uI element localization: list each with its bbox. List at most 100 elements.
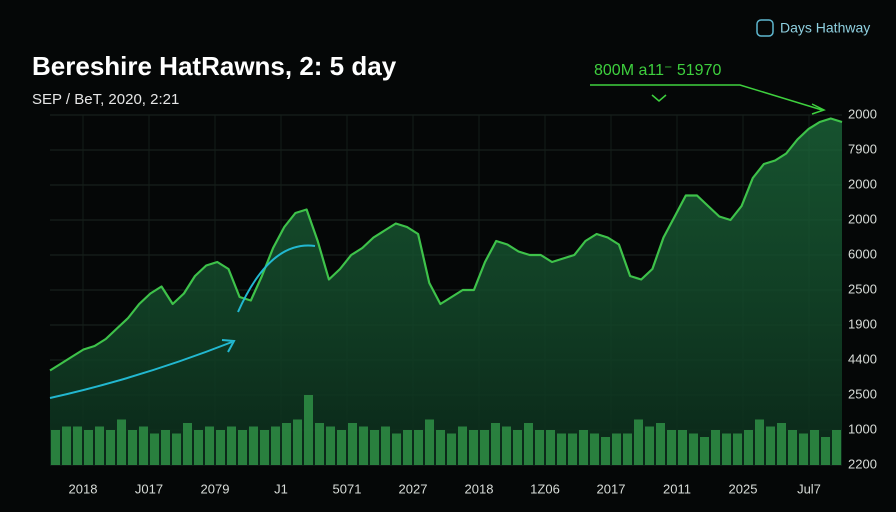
volume-bar: [194, 430, 203, 465]
x-tick-label: J017: [135, 481, 163, 496]
volume-bar: [106, 430, 115, 465]
volume-bar: [480, 430, 489, 465]
volume-bar: [73, 426, 82, 465]
volume-bar: [315, 423, 324, 465]
volume-bar: [51, 430, 60, 465]
volume-bar: [150, 433, 159, 465]
volume-bar: [183, 423, 192, 465]
plot: 2000 7900 2000 2000 6000 2500 1900 4400 2500 1000…: [49, 106, 877, 496]
y-tick-label: 2200: [848, 456, 877, 471]
volume-bar: [139, 426, 148, 465]
trend-arrowhead: [221, 339, 236, 353]
volume-bar: [766, 426, 775, 465]
x-tick-label: 1Z06: [530, 481, 560, 496]
x-tick-label: 2025: [729, 481, 758, 496]
volume-bar: [458, 426, 467, 465]
x-tick-label: 2018: [69, 481, 98, 496]
volume-bar: [788, 430, 797, 465]
volume-bar: [216, 430, 225, 465]
y-tick-label: 2000: [848, 106, 877, 121]
volume-bar: [282, 423, 291, 465]
annotation-chevron: [651, 94, 667, 102]
volume-bar: [590, 433, 599, 465]
volume-bar: [799, 433, 808, 465]
volume-bar: [425, 419, 434, 465]
volume-bar: [469, 430, 478, 465]
brand-icon: [756, 19, 774, 37]
volume-bar: [579, 430, 588, 465]
volume-bar: [271, 426, 280, 465]
volume-bar: [568, 433, 577, 465]
volume-bar: [403, 430, 412, 465]
y-tick-label: 2500: [848, 281, 877, 296]
brand: Days Hathway: [780, 20, 870, 36]
volume-bar: [205, 426, 214, 465]
volume-bar: [326, 426, 335, 465]
y-tick-label: 7900: [848, 141, 877, 156]
volume-bar: [227, 426, 236, 465]
annotation-arrowhead: [811, 103, 826, 115]
volume-bar: [238, 430, 247, 465]
volume-bar: [348, 423, 357, 465]
volume-bar: [502, 426, 511, 465]
y-tick-label: 6000: [848, 246, 877, 261]
volume-bar: [304, 395, 313, 465]
volume-bar: [755, 419, 764, 465]
volume-bar: [117, 419, 126, 465]
volume-bar: [293, 419, 302, 465]
volume-bar: [623, 433, 632, 465]
x-tick-label: 2027: [399, 481, 428, 496]
volume-bar: [359, 426, 368, 465]
trend-arrow: [49, 341, 233, 399]
volume-bar: [370, 430, 379, 465]
volume-bar: [381, 426, 390, 465]
volume-bar: [491, 423, 500, 465]
volume-bar: [546, 430, 555, 465]
volume-bar: [711, 430, 720, 465]
volume-bar: [436, 430, 445, 465]
volume-bar: [260, 430, 269, 465]
annotation: 800M a11⁻ 51970: [594, 62, 721, 79]
volume-bar: [557, 433, 566, 465]
x-tick-label: J1: [274, 481, 288, 496]
price-area: [50, 118, 842, 465]
volume-bar: [700, 437, 709, 465]
annotation-arrow: [590, 84, 823, 111]
volume-bar: [678, 430, 687, 465]
volume-bar: [645, 426, 654, 465]
y-tick-label: 2000: [848, 176, 877, 191]
trend-curve: [237, 244, 316, 313]
volume-bar: [172, 433, 181, 465]
chart-subtitle: SEP / BeT, 2020, 2:21: [32, 91, 179, 108]
x-tick-label: 2079: [201, 481, 230, 496]
volume-bar: [634, 419, 643, 465]
chart-title: Bereshire HatRawns, 2: 5 day: [32, 51, 397, 81]
volume-bar: [535, 430, 544, 465]
volume-bar: [810, 430, 819, 465]
volume-bar: [667, 430, 676, 465]
volume-bar: [601, 437, 610, 465]
y-tick-label: 2500: [848, 386, 877, 401]
volume-bar: [744, 430, 753, 465]
volume-bar: [733, 433, 742, 465]
volume-bar: [414, 430, 423, 465]
volume-bar: [337, 430, 346, 465]
x-tick-label: 2017: [597, 481, 626, 496]
volume-bar: [84, 430, 93, 465]
volume-bar: [722, 433, 731, 465]
y-tick-label: 1000: [848, 421, 877, 436]
x-tick-label: 2011: [663, 481, 691, 496]
volume-bar: [821, 437, 830, 465]
volume-bar: [832, 430, 841, 465]
volume-bar: [95, 426, 104, 465]
y-tick-label: 1900: [848, 316, 877, 331]
volume-bar: [777, 423, 786, 465]
volume-bar: [161, 430, 170, 465]
price-line: [49, 117, 843, 372]
volume-bar: [62, 426, 71, 465]
volume-bar: [392, 433, 401, 465]
volume-bar: [249, 426, 258, 465]
x-tick-label: Jul7: [797, 481, 821, 496]
x-tick-label: 2018: [465, 481, 494, 496]
